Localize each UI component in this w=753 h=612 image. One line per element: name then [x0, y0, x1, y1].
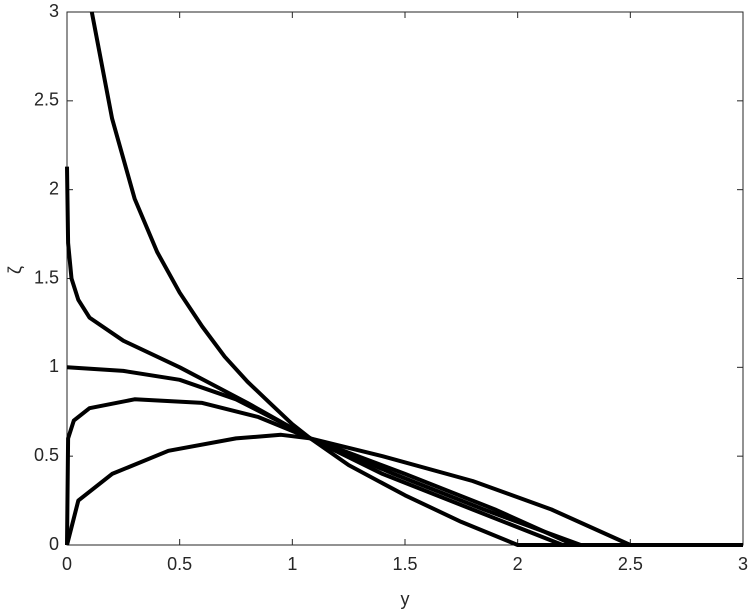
- line: [65, 166, 743, 547]
- x-tick-label: 3: [738, 554, 748, 574]
- x-tick-label: 2: [513, 554, 523, 574]
- x-tick-label: 1.5: [392, 554, 417, 574]
- plot-area: [66, 11, 744, 546]
- y-tick-label: 0.5: [34, 445, 59, 465]
- x-tick-label: 1: [287, 554, 297, 574]
- line: [89, 11, 743, 547]
- x-tick-label: 0: [62, 554, 72, 574]
- x-tick-label: 0.5: [167, 554, 192, 574]
- y-tick-label: 3: [49, 1, 59, 21]
- y-axis-label: ζ: [5, 266, 25, 274]
- y-tick-label: 2: [49, 178, 59, 198]
- y-tick-label: 0: [49, 534, 59, 554]
- line: [65, 397, 743, 547]
- y-tick-label: 1: [49, 356, 59, 376]
- y-tick-label: 2.5: [34, 90, 59, 110]
- x-tick-label: 2.5: [618, 554, 643, 574]
- line: [65, 432, 743, 547]
- x-axis-label: y: [401, 589, 410, 609]
- y-tick-label: 1.5: [34, 267, 59, 287]
